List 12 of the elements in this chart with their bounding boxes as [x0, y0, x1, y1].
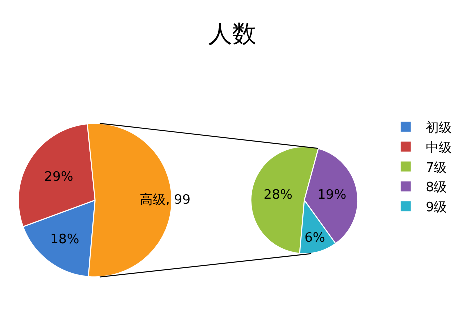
data-label: 28% [264, 188, 293, 204]
legend-label: 初级 [426, 121, 452, 136]
legend-label: 9级 [426, 200, 448, 216]
legend-label: 中级 [426, 140, 452, 156]
text: 高级, 99 [140, 192, 191, 208]
data-label: 19% [318, 188, 347, 203]
data-label: 29% [44, 170, 74, 186]
legend-label: 8级 [426, 180, 448, 196]
legend-label: 7级 [426, 160, 448, 176]
data-label: 6% [304, 231, 326, 246]
data-label: 18% [50, 232, 80, 248]
chart-title: 人数 [208, 20, 256, 48]
